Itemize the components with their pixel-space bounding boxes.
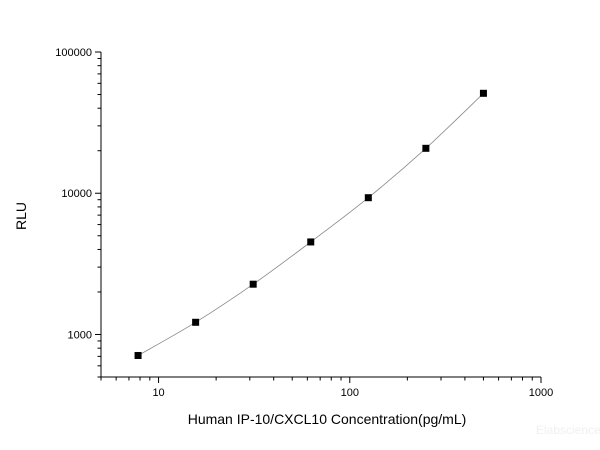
x-tick-label: 100: [341, 387, 359, 399]
y-tick-label: 10000: [61, 188, 92, 200]
axes: [95, 51, 542, 383]
data-points: [134, 89, 487, 359]
x-tick-label: 1000: [529, 387, 553, 399]
fit-curve: [137, 93, 484, 356]
data-point: [192, 318, 200, 326]
data-point: [249, 280, 257, 288]
data-point: [422, 144, 430, 152]
data-point: [307, 238, 315, 246]
data-point: [134, 351, 142, 359]
data-point: [364, 194, 372, 202]
x-tick-labels: 10 100 1000: [152, 387, 553, 399]
x-axis-title: Human IP-10/CXCL10 Concentration(pg/mL): [188, 411, 467, 427]
data-point: [479, 89, 487, 97]
y-tick-label: 1000: [68, 329, 92, 341]
y-tick-label: 100000: [55, 47, 92, 59]
watermark: Elabscience: [536, 423, 600, 437]
y-axis-title: RLU: [13, 202, 29, 230]
y-tick-labels: 1000 10000 100000: [55, 47, 92, 341]
x-tick-label: 10: [152, 387, 164, 399]
